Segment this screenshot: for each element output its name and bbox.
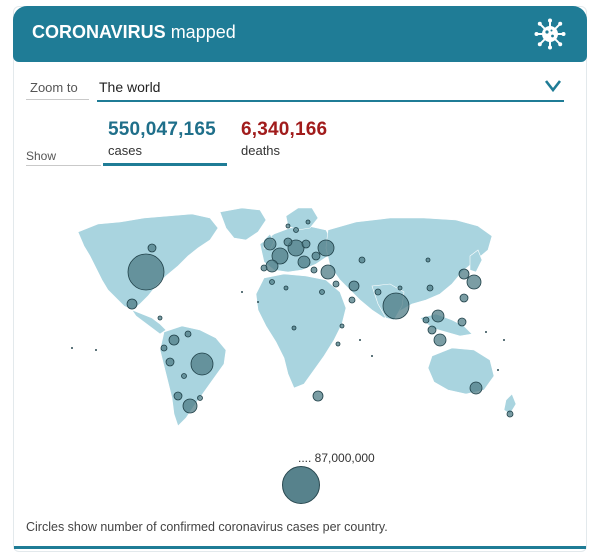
circle-morocco [269,279,275,285]
cases-toggle[interactable]: 550,047,165 cases [103,119,227,166]
circle-thailand [422,316,430,324]
zoom-select[interactable]: The world [97,76,564,102]
circle-sweden [293,227,299,233]
land-africa [255,273,347,389]
circle-france [271,247,289,265]
circle-spain [265,259,279,273]
land-greenland [219,207,267,241]
circle-nigeria [291,325,297,331]
deaths-count: 6,340,166 [241,119,328,140]
circle-bolivia [181,373,187,379]
circle-australia [469,381,483,395]
land-japan [469,249,483,273]
circle-kazakhstan [358,256,366,264]
circle-mongolia [425,257,431,263]
circle-malaysia [427,325,437,335]
circle-japan [466,274,482,290]
circle-peru [165,357,175,367]
circle-new-zealand [506,410,514,418]
circle-chile [173,391,183,401]
land-new-zealand [503,393,517,415]
land-scandinavia [285,207,319,231]
circle-norway [285,223,291,229]
circle-south-africa [312,390,324,402]
circle-ukraine [311,251,321,261]
circle-kenya [335,341,341,347]
circle-taiwan [459,293,469,303]
circle-south-korea [458,268,470,280]
chevron-down-icon[interactable] [544,78,562,94]
circle-portugal [260,264,268,272]
circle-venezuela [184,330,192,338]
circle-usa [127,253,165,291]
land-central-america [131,309,167,335]
circle-finland [305,219,311,225]
show-label-divider [26,165,101,166]
header-bar: CORONAVIRUS mapped [13,6,587,62]
circle-russia [317,239,335,257]
circle-greece [310,266,318,274]
circle-vietnam [431,309,445,323]
zoom-select-value: The world [99,79,161,95]
circle-uruguay [197,395,203,401]
land-australia [427,347,495,395]
circle-pakistan [374,288,382,296]
circle-china [426,284,434,292]
virus-icon [534,18,566,50]
circle-cuba [157,315,163,321]
circle-algeria [283,285,289,291]
deaths-toggle[interactable]: 6,340,166 deaths [241,119,327,158]
legend-circle [282,466,320,504]
circle-ethiopia [339,323,345,329]
circle-argentina [182,398,198,414]
footnote: Circles show number of confirmed coronav… [26,520,388,534]
circle-mexico [126,298,138,310]
cases-count: 550,047,165 [108,119,216,140]
circle-egypt [319,289,325,295]
circle-brazil [190,352,214,376]
circle-saudi [348,296,356,304]
zoom-label-divider [26,99,89,100]
circle-poland [301,239,311,249]
cases-label: cases [108,143,142,158]
circle-indonesia [433,333,447,347]
circle-india [382,292,410,320]
circle-israel [332,280,340,288]
small-island-dots [71,291,505,371]
land-asia [325,217,493,319]
circle-iran [348,280,360,292]
circle-philippines [457,317,467,327]
circle-colombia [168,334,180,346]
circle-canada [147,243,157,253]
bottom-rule [14,546,586,549]
legend-label: .... 87,000,000 [298,451,375,465]
show-label: Show [26,149,57,163]
case-circles [126,219,514,418]
circle-germany [287,239,305,257]
circle-ecuador [160,344,168,352]
page-title: CORONAVIRUS mapped [32,22,236,42]
zoom-label: Zoom to [30,80,78,95]
circle-turkey [320,264,336,280]
world-map[interactable] [60,200,520,440]
circle-italy [297,255,311,269]
circle-uk [263,237,277,251]
circle-nepal [397,285,403,291]
circle-netherlands [283,237,293,247]
deaths-label: deaths [241,143,281,158]
